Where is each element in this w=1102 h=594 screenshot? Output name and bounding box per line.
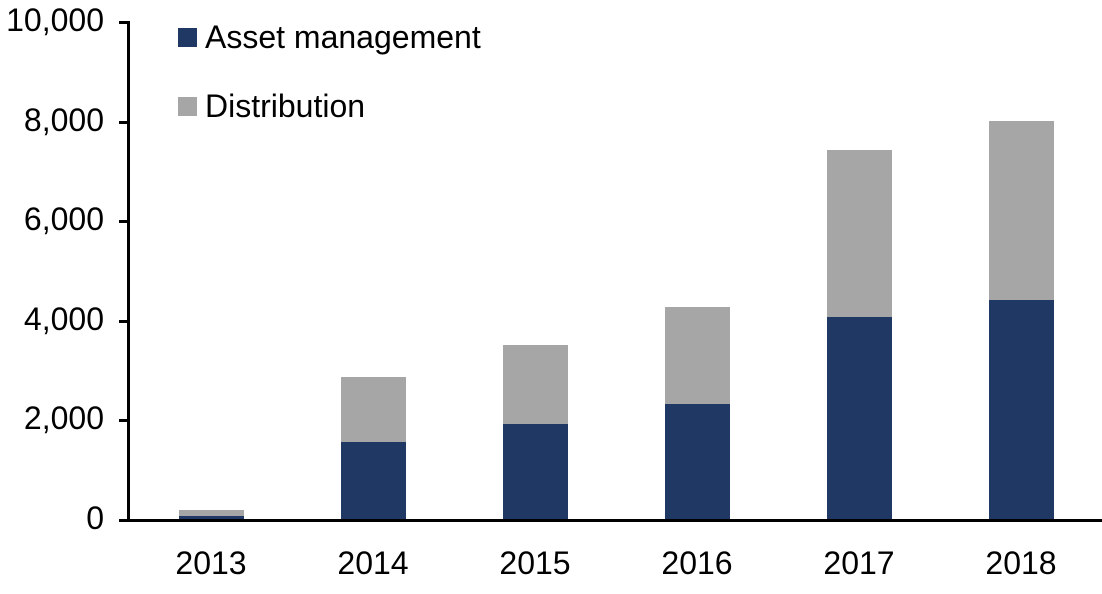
- legend-label-distribution: Distribution: [205, 88, 366, 124]
- bar-2015-asset-management: [502, 424, 568, 519]
- y-tick-4000: [119, 320, 127, 323]
- bar-2015-distribution: [502, 344, 568, 425]
- bar-2014-asset-management: [340, 441, 406, 519]
- bar-2017-distribution: [826, 150, 892, 318]
- y-tick-10000: [119, 21, 127, 24]
- legend-label-asset-management: Asset management: [205, 19, 481, 55]
- y-tick-8000: [119, 121, 127, 124]
- x-tick-label-2013: 2013: [175, 545, 247, 581]
- bar-2016-asset-management: [664, 404, 730, 519]
- bar-2017-asset-management: [826, 317, 892, 519]
- x-tick-label-2014: 2014: [337, 545, 409, 581]
- legend-swatch-distribution: [178, 97, 197, 116]
- legend-swatch-asset-management: [178, 28, 197, 47]
- legend: Asset management Distribution: [178, 19, 481, 125]
- y-tick-label-10000: 10,000: [6, 2, 104, 38]
- y-tick-label-8000: 8,000: [23, 102, 104, 138]
- y-tick-label-6000: 6,000: [23, 201, 104, 237]
- y-tick-2000: [119, 419, 127, 422]
- y-tick-label-0: 0: [86, 500, 104, 536]
- x-tick-label-2016: 2016: [661, 545, 733, 581]
- x-tick-label-2018: 2018: [985, 545, 1057, 581]
- y-tick-0: [119, 519, 127, 522]
- bar-2018-asset-management: [988, 299, 1054, 519]
- bar-2013-distribution: [178, 509, 244, 516]
- y-axis-line: [127, 21, 130, 522]
- x-axis-line: [127, 519, 1102, 522]
- legend-item-asset-management: Asset management: [178, 19, 481, 56]
- x-tick-label-2017: 2017: [823, 545, 895, 581]
- y-tick-label-4000: 4,000: [23, 301, 104, 337]
- bar-2018-distribution: [988, 120, 1054, 300]
- x-tick-label-2015: 2015: [499, 545, 571, 581]
- legend-item-distribution: Distribution: [178, 88, 481, 125]
- bar-2016-distribution: [664, 307, 730, 405]
- bar-2013-asset-management: [178, 515, 244, 519]
- bar-2014-distribution: [340, 376, 406, 442]
- y-tick-6000: [119, 220, 127, 223]
- y-tick-label-2000: 2,000: [23, 400, 104, 436]
